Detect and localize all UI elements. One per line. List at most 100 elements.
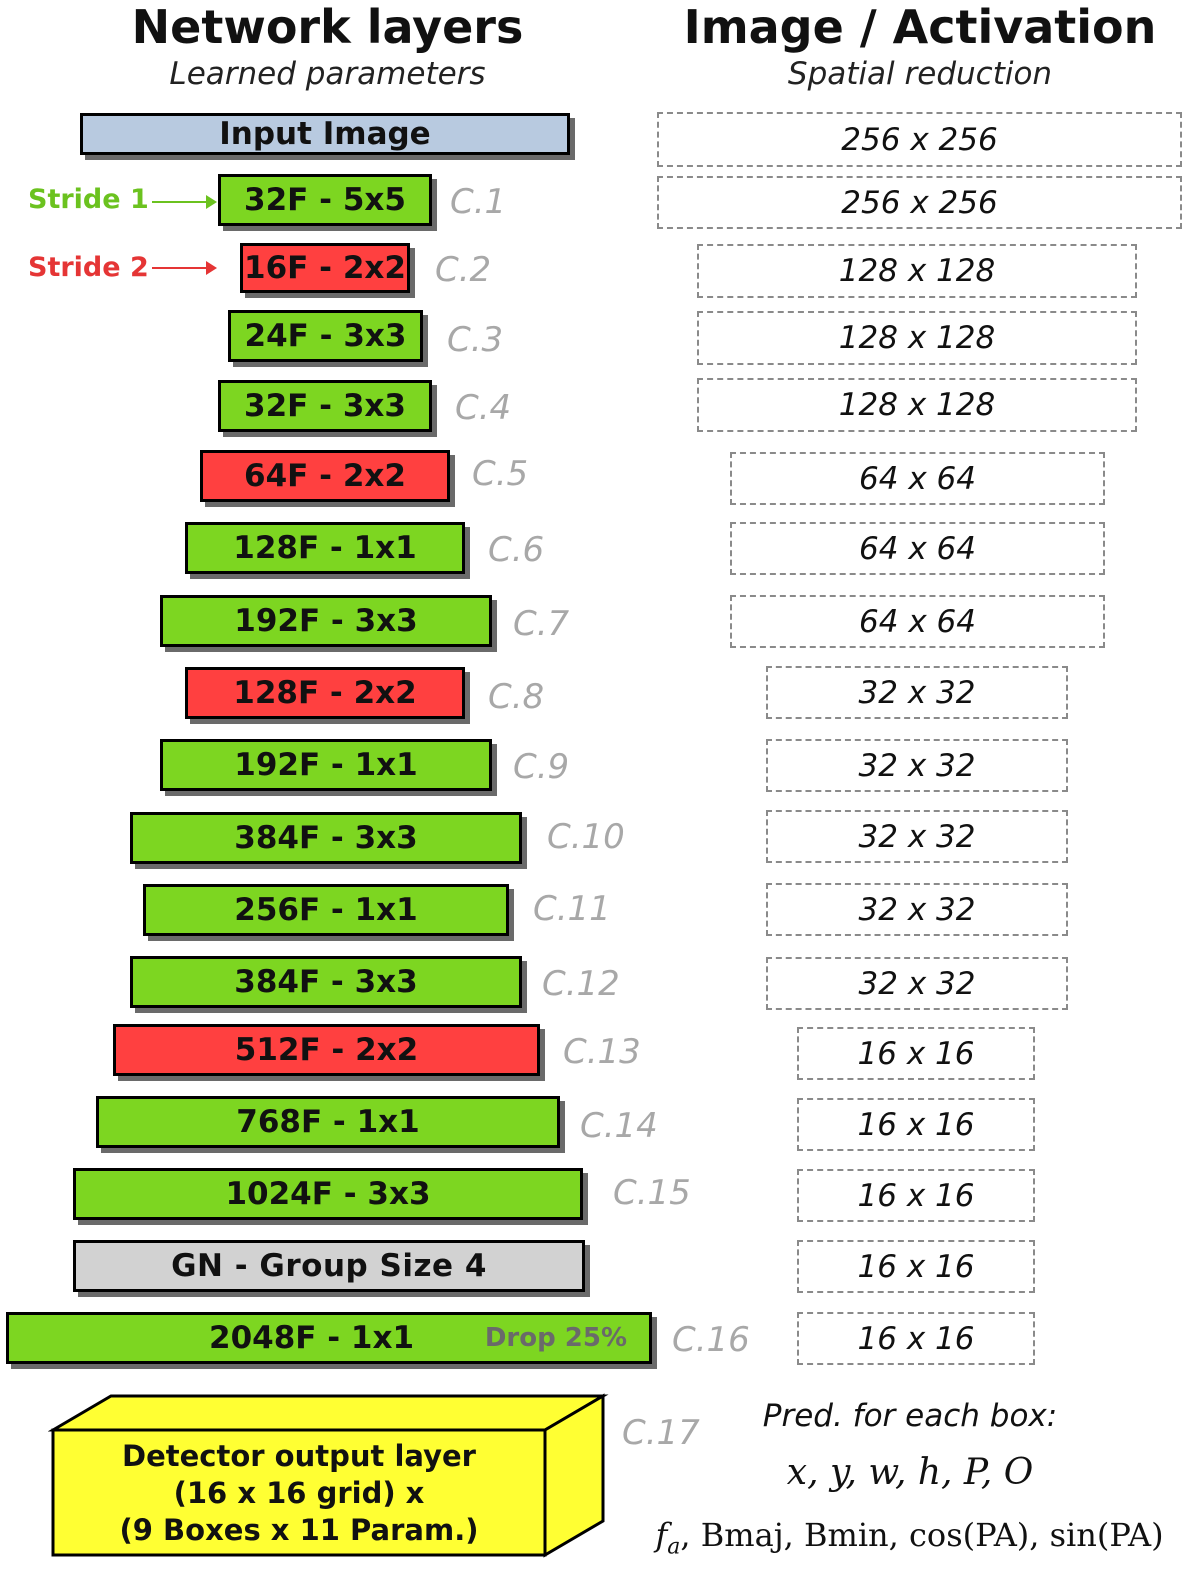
activation-box-5: 64 x 64 — [730, 452, 1105, 505]
layer-block-1: 32F - 5x5 — [218, 174, 432, 226]
layer-block-13: 512F - 2x2 — [113, 1024, 540, 1076]
layer-label: 192F - 1x1 — [234, 747, 418, 783]
right-header-title: Image / Activation — [683, 0, 1157, 54]
detector-output-text: Detector output layer (16 x 16 grid) x (… — [53, 1438, 545, 1549]
layer-block-3: 24F - 3x3 — [228, 310, 423, 362]
layer-block-11: 256F - 1x1 — [143, 884, 509, 936]
layer-block-12: 384F - 3x3 — [130, 956, 522, 1008]
layer-id-c-8: C.8 — [488, 677, 545, 717]
legend-stride2-arrow-icon — [152, 261, 217, 275]
layer-id-c-1: C.1 — [450, 182, 507, 222]
layer-label: 128F - 2x2 — [233, 675, 417, 711]
activation-size: 32 x 32 — [858, 891, 976, 928]
layer-id-c-5: C.5 — [472, 454, 529, 494]
activation-box-12: 32 x 32 — [766, 957, 1068, 1010]
activation-size: 16 x 16 — [857, 1248, 975, 1285]
activation-size: 16 x 16 — [857, 1177, 975, 1214]
activation-box-1: 256 x 256 — [657, 176, 1182, 229]
layer-id-c-16: C.16 — [672, 1320, 750, 1360]
activation-box-14: 16 x 16 — [797, 1098, 1035, 1151]
activation-box-4: 128 x 128 — [697, 378, 1137, 432]
layer-block-2: 16F - 2x2 — [240, 243, 410, 293]
activation-box-13: 16 x 16 — [797, 1027, 1035, 1080]
legend-stride1-label: Stride 1 — [28, 184, 149, 215]
layer-label: 32F - 5x5 — [244, 182, 406, 218]
activation-size: 64 x 64 — [859, 530, 976, 567]
activation-box-17: 16 x 16 — [797, 1312, 1035, 1365]
activation-box-2: 128 x 128 — [697, 244, 1137, 298]
layer-block-14: 768F - 1x1 — [96, 1096, 560, 1148]
detector-output-box — [48, 1393, 609, 1558]
activation-size: 64 x 64 — [859, 603, 976, 640]
predictions-title: Pred. for each box: — [762, 1398, 1058, 1434]
layer-block-0: Input Image — [80, 113, 570, 155]
layer-label: Input Image — [219, 116, 431, 152]
layer-label: 192F - 3x3 — [234, 603, 418, 639]
layer-label: 768F - 1x1 — [236, 1104, 420, 1140]
layer-id-c-2: C.2 — [435, 250, 492, 290]
legend-stride1-arrow-icon — [152, 195, 217, 209]
activation-size: 32 x 32 — [858, 818, 976, 855]
layer-label: 384F - 3x3 — [234, 820, 418, 856]
activation-size: 32 x 32 — [858, 674, 976, 711]
predictions-line-2-rest: , Bmaj, Bmin, cos(PA), sin(PA) — [680, 1516, 1164, 1554]
layer-id-c-3: C.3 — [447, 320, 504, 360]
layer-label: 64F - 2x2 — [244, 458, 406, 494]
activation-size: 64 x 64 — [859, 460, 976, 497]
layer-label: 384F - 3x3 — [234, 964, 418, 1000]
layer-block-7: 192F - 3x3 — [160, 595, 492, 647]
layer-block-5: 64F - 2x2 — [200, 450, 450, 502]
layer-label: 2048F - 1x1 — [209, 1320, 415, 1356]
layer-block-9: 192F - 1x1 — [160, 739, 492, 791]
layer-block-6: 128F - 1x1 — [185, 522, 465, 574]
layer-block-8: 128F - 2x2 — [185, 667, 465, 719]
activation-box-16: 16 x 16 — [797, 1240, 1035, 1293]
layer-id-c-6: C.6 — [488, 530, 545, 570]
layer-label: 256F - 1x1 — [234, 892, 418, 928]
activation-size: 16 x 16 — [857, 1035, 975, 1072]
layer-label: 32F - 3x3 — [244, 388, 406, 424]
activation-box-11: 32 x 32 — [766, 883, 1068, 936]
predictions-line-2: fa, Bmaj, Bmin, cos(PA), sin(PA) — [622, 1516, 1197, 1559]
predictions-line-2-sub: a — [667, 1534, 681, 1560]
activation-size: 16 x 16 — [857, 1320, 975, 1357]
layer-label: 512F - 2x2 — [234, 1032, 419, 1068]
layer-label: 16F - 2x2 — [244, 250, 406, 286]
layer-id-c-13: C.13 — [563, 1032, 641, 1072]
activation-box-0: 256 x 256 — [657, 112, 1182, 167]
activation-size: 128 x 128 — [838, 253, 996, 289]
layer-id-c-11: C.11 — [533, 889, 611, 929]
layer-id-c-4: C.4 — [455, 388, 512, 428]
activation-size: 128 x 128 — [838, 320, 996, 356]
activation-box-10: 32 x 32 — [766, 810, 1068, 863]
layer-block-10: 384F - 3x3 — [130, 812, 522, 864]
left-header-subtitle: Learned parameters — [169, 56, 486, 92]
layer-block-17: 2048F - 1x1 Drop 25% — [6, 1312, 652, 1364]
layer-id-c-9: C.9 — [513, 747, 570, 787]
activation-box-7: 64 x 64 — [730, 595, 1105, 648]
dropout-note: Drop 25% — [484, 1323, 627, 1353]
activation-size: 256 x 256 — [841, 184, 998, 221]
layer-id-c-7: C.7 — [513, 604, 570, 644]
layer-label: 128F - 1x1 — [233, 530, 417, 566]
activation-box-15: 16 x 16 — [797, 1169, 1035, 1222]
layer-id-c-12: C.12 — [542, 964, 620, 1004]
right-header-subtitle: Spatial reduction — [787, 56, 1053, 92]
activation-size: 256 x 256 — [841, 121, 998, 158]
activation-box-3: 128 x 128 — [697, 311, 1137, 365]
left-header-title: Network layers — [131, 0, 524, 54]
layer-block-4: 32F - 3x3 — [218, 380, 432, 432]
legend-stride2-label: Stride 2 — [28, 252, 149, 283]
output-layer-id: C.17 — [622, 1413, 700, 1453]
layer-id-c-10: C.10 — [547, 817, 625, 857]
activation-size: 128 x 128 — [838, 387, 996, 423]
activation-box-9: 32 x 32 — [766, 739, 1068, 792]
layer-block-15: 1024F - 3x3 — [73, 1168, 583, 1220]
activation-box-6: 64 x 64 — [730, 522, 1105, 575]
layer-id-c-15: C.15 — [613, 1173, 691, 1213]
predictions-line-2-f: f — [655, 1516, 668, 1554]
layer-id-c-14: C.14 — [580, 1106, 658, 1146]
layer-block-16: GN - Group Size 4 — [73, 1240, 585, 1292]
output-line-1: Detector output layer — [122, 1439, 476, 1473]
output-line-3: (9 Boxes x 11 Param.) — [119, 1513, 479, 1547]
